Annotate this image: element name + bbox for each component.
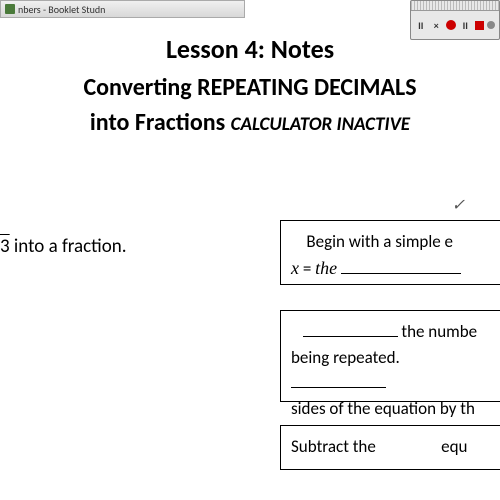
lesson-subtitle-1: Converting REPEATING DECIMALS: [10, 73, 490, 102]
window-titlebar: nbers - Booklet Studn: [0, 0, 245, 18]
subtitle-fractions: into Fractions: [90, 108, 225, 137]
box3-text-a: Subtract the: [291, 436, 376, 457]
app-icon: [5, 4, 15, 14]
problem-fragment: 3 into a fraction.: [0, 235, 127, 258]
lesson-subtitle-2: into Fractions CALCULATOR INACTIVE: [10, 108, 490, 137]
window-title: nbers - Booklet Studn: [18, 3, 105, 16]
instruction-box-2: the numbe being repeated. sides of the e…: [280, 310, 500, 402]
instruction-box-1: Begin with a simple e x = the: [280, 220, 500, 285]
toolbar-grip[interactable]: [411, 1, 499, 11]
box1-line2: x = the: [291, 255, 494, 282]
box2-line1: the numbe: [291, 319, 494, 345]
calculator-inactive-label: CALCULATOR INACTIVE: [231, 113, 410, 136]
repeating-digit: 3: [0, 235, 10, 258]
fill-in-blank: [303, 336, 398, 337]
document-content: Lesson 4: Notes Converting REPEATING DEC…: [0, 25, 500, 137]
box1-line1: Begin with a simple e: [291, 229, 494, 255]
box2-line2: being repeated.: [291, 345, 494, 396]
lesson-title: Lesson 4: Notes: [10, 33, 490, 65]
fill-in-blank: [341, 273, 461, 274]
instruction-box-3: Subtract the equ: [280, 425, 500, 470]
checkmark-icon: ✓: [452, 195, 465, 215]
fragment-text: into a fraction.: [10, 235, 127, 258]
box2-line3: sides of the equation by th: [291, 396, 494, 422]
fill-in-blank: [291, 387, 386, 388]
variable-x: x: [291, 258, 299, 278]
box3-text-b: equ: [441, 436, 467, 457]
